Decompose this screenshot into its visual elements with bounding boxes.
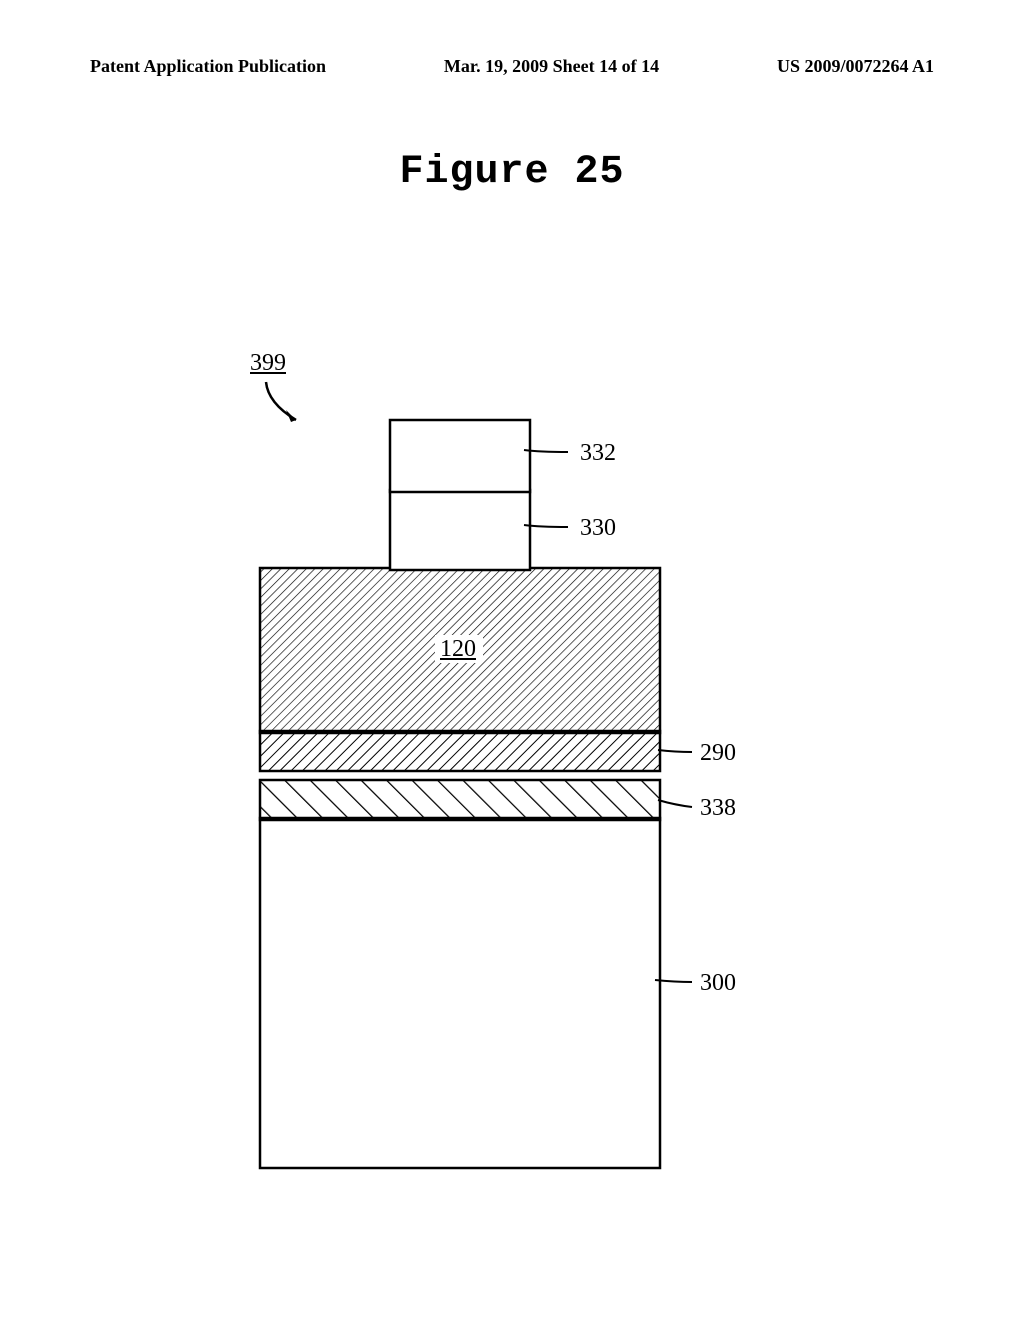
header-right: US 2009/0072264 A1 — [777, 56, 934, 77]
header-left: Patent Application Publication — [90, 56, 326, 77]
label-120: 120 — [440, 636, 476, 663]
header-center: Mar. 19, 2009 Sheet 14 of 14 — [444, 56, 659, 77]
leader-338 — [658, 800, 692, 807]
label-330: 330 — [580, 515, 616, 542]
diagram-container: 332 330 120 290 338 300 — [240, 380, 780, 1180]
callout-399: 399 — [250, 350, 286, 377]
leader-290 — [658, 750, 692, 752]
layer-338 — [260, 780, 660, 820]
label-332: 332 — [580, 440, 616, 467]
figure-title: Figure 25 — [0, 150, 1024, 195]
layer-330 — [390, 490, 530, 570]
layer-300 — [260, 818, 660, 1168]
layer-290 — [260, 731, 660, 771]
label-300: 300 — [700, 970, 736, 997]
label-290: 290 — [700, 740, 736, 767]
layer-332 — [390, 420, 530, 492]
label-338: 338 — [700, 795, 736, 822]
